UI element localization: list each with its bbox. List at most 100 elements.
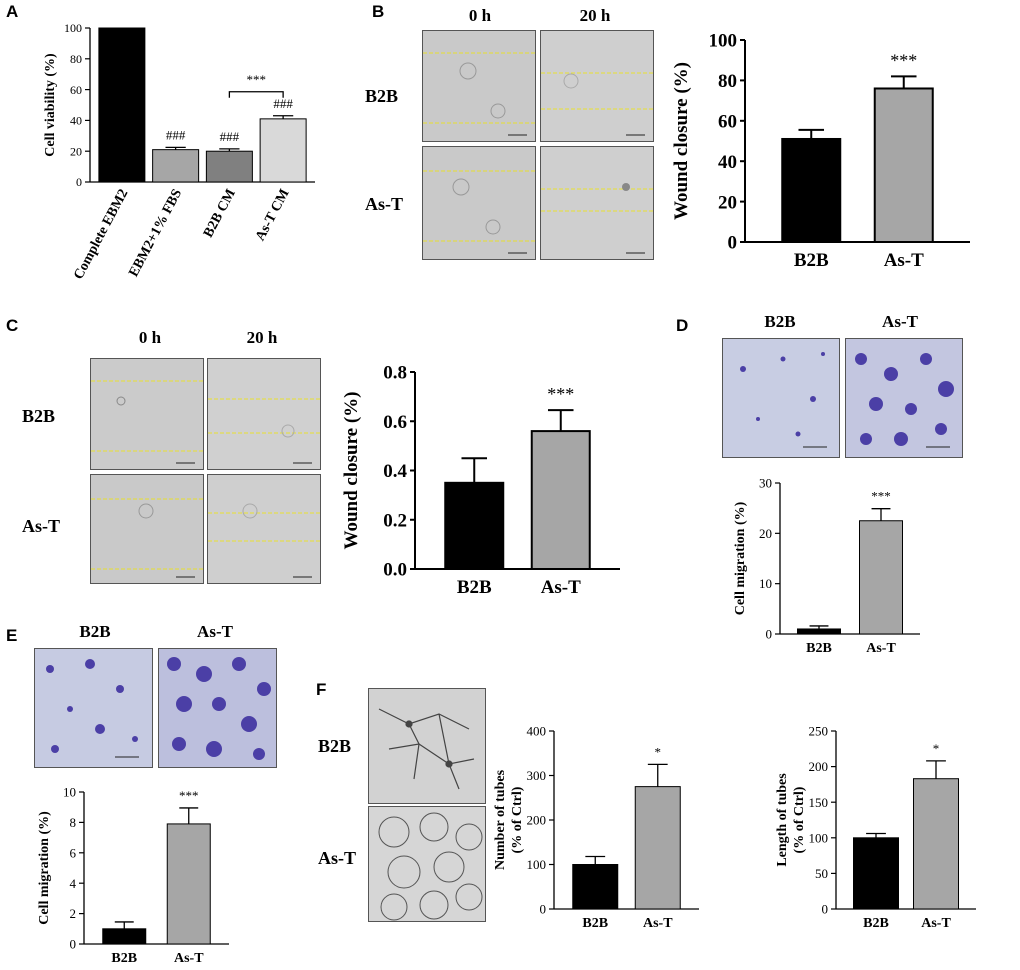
e-ytick-label-1: 2	[70, 906, 77, 921]
e-ytick-label-4: 8	[70, 815, 77, 830]
a-bar-3	[259, 118, 307, 183]
b-bar-1	[873, 87, 934, 244]
b-ylabel: Wound closure (%)	[671, 62, 692, 220]
a-xlabel-3: As-T CM	[253, 187, 293, 244]
panel-c-row-b2b: B2B	[22, 406, 56, 426]
a-bar-1	[152, 149, 200, 183]
e-ytick-label-0: 0	[70, 937, 77, 952]
a-ytick-label-2: 40	[70, 114, 82, 128]
micrograph-c-ast-20h	[207, 474, 321, 584]
chart-f-length: 0 50 100 150 200 250 Length of tubes (% of Ctrl…	[775, 724, 976, 931]
panel-letter-f: F	[316, 680, 327, 699]
panel-b-row-b2b: B2B	[365, 86, 399, 106]
chart-d: 0 10 20 30 Cell migration (%) B2B *** As-T	[733, 476, 920, 656]
a-ytick-label-1: 20	[70, 144, 82, 158]
transwell-d-b2b	[722, 338, 840, 458]
b-xlabel-1: As-T	[884, 250, 924, 271]
panel-letter-a: A	[6, 2, 19, 21]
e-bar-1	[166, 823, 211, 945]
f2-xlabel-1: As-T	[921, 916, 951, 931]
e-xlabel-0: B2B	[111, 951, 137, 966]
f2-ytick-label-2: 100	[809, 830, 829, 845]
a-ytick-label-5: 100	[64, 21, 82, 35]
f1-xlabel-0: B2B	[582, 916, 608, 931]
d-ytick-label-0: 0	[766, 627, 773, 642]
a-xlabel-2: B2B CM	[201, 187, 239, 240]
d-ytick-label-1: 10	[759, 576, 772, 591]
f2-ylabel-2: (% of Ctrl)	[792, 786, 807, 853]
micrograph-b-b2b-20h	[540, 30, 654, 142]
f2-ytick-label-1: 50	[815, 866, 828, 881]
f2-ytick-label-0: 0	[822, 902, 829, 917]
b-ytick-label-4: 80	[718, 71, 737, 92]
panel-letter-d: D	[676, 316, 689, 335]
f1-ytick-label-1: 100	[527, 857, 547, 872]
d-ylabel: Cell migration (%)	[733, 501, 748, 615]
c-annotation-1: ***	[547, 384, 574, 404]
c-ytick-label-0: 0.0	[383, 560, 407, 581]
d-ytick-label-2: 20	[759, 526, 772, 541]
panel-c-time-0h: 0 h	[138, 328, 162, 347]
chart-b: 0 20 40 60 80 100 Wound closure (%) B2B *** As-T	[671, 31, 970, 271]
f1-bar-1	[634, 786, 681, 910]
b-ytick-label-5: 100	[709, 31, 738, 52]
a-ytick-label-0: 0	[76, 175, 82, 189]
f2-xlabel-0: B2B	[863, 916, 889, 931]
panel-c-time-20h: 20 h	[246, 328, 278, 347]
panel-letter-b: B	[372, 2, 385, 21]
panel-letter-c: C	[6, 316, 19, 335]
a-ylabel: Cell viability (%)	[43, 53, 58, 157]
panel-f-row-ast: As-T	[318, 848, 357, 868]
f2-ytick-label-5: 250	[809, 724, 829, 739]
panel-letter-e: E	[6, 626, 18, 645]
f1-ytick-label-0: 0	[540, 902, 547, 917]
f1-annotation-1: *	[655, 744, 662, 759]
chart-c: 0.0 0.2 0.4 0.6 0.8 Wound closure (%) B2B *** As…	[341, 363, 620, 598]
f1-ytick-label-2: 200	[527, 813, 547, 828]
chart-e: 0 2 4 6 8 10 Cell migration (%) B2B *** As-T	[37, 785, 229, 966]
panel-c-row-ast: As-T	[22, 516, 61, 536]
panel-f-row-b2b: B2B	[318, 736, 352, 756]
c-xlabel-1: As-T	[541, 577, 581, 598]
b-ytick-label-2: 40	[718, 152, 737, 173]
e-ytick-label-3: 6	[70, 845, 77, 860]
d-xlabel-0: B2B	[806, 641, 832, 656]
a-annotation-1: ###	[166, 127, 186, 142]
b-ytick-label-0: 0	[728, 233, 738, 254]
chart-a: 0 20 40 60 80 100 Cell viability (%) Complete E…	[43, 21, 315, 282]
d-xlabel-1: As-T	[866, 641, 896, 656]
f2-bar-1	[913, 778, 959, 910]
a-bar-2	[205, 150, 253, 183]
panel-b-time-20h: 20 h	[579, 6, 611, 25]
e-xlabel-1: As-T	[174, 951, 204, 966]
c-ylabel: Wound closure (%)	[341, 391, 362, 549]
d-bar-1	[859, 520, 903, 635]
f1-bar-0	[572, 864, 619, 910]
a-ytick-label-4: 80	[70, 52, 82, 66]
e-annotation-1: ***	[179, 788, 199, 803]
micrograph-c-b2b-0h	[90, 358, 204, 470]
c-ytick-label-3: 0.6	[383, 412, 407, 433]
f2-ytick-label-3: 150	[809, 795, 829, 810]
micrograph-c-b2b-20h	[207, 358, 321, 470]
a-annotation-2: ###	[220, 129, 240, 144]
f1-ylabel: Number of tubes	[494, 769, 508, 870]
micrograph-c-ast-0h	[90, 474, 204, 584]
a-xlabel-0: Complete EBM2	[71, 187, 131, 282]
e-ylabel: Cell migration (%)	[37, 811, 52, 925]
micrograph-b-b2b-0h	[422, 30, 536, 142]
panel-d-col-ast: As-T	[882, 312, 918, 331]
f2-annotation-1: *	[933, 741, 940, 756]
b-ytick-label-3: 60	[718, 111, 737, 132]
d-bar-0	[797, 628, 841, 635]
a-annotation-3: ###	[273, 96, 293, 111]
f2-bar-0	[853, 837, 899, 910]
b-bar-0	[781, 137, 842, 243]
a-xlabel-1: EBM2+1% FBS	[126, 187, 185, 280]
e-ytick-label-2: 4	[70, 876, 77, 891]
micrograph-b-ast-0h	[422, 146, 536, 260]
e-ytick-label-5: 10	[63, 785, 76, 800]
c-xlabel-0: B2B	[457, 577, 492, 598]
panel-e-col-b2b: B2B	[79, 622, 111, 641]
tube-formation-b2b	[368, 688, 486, 804]
